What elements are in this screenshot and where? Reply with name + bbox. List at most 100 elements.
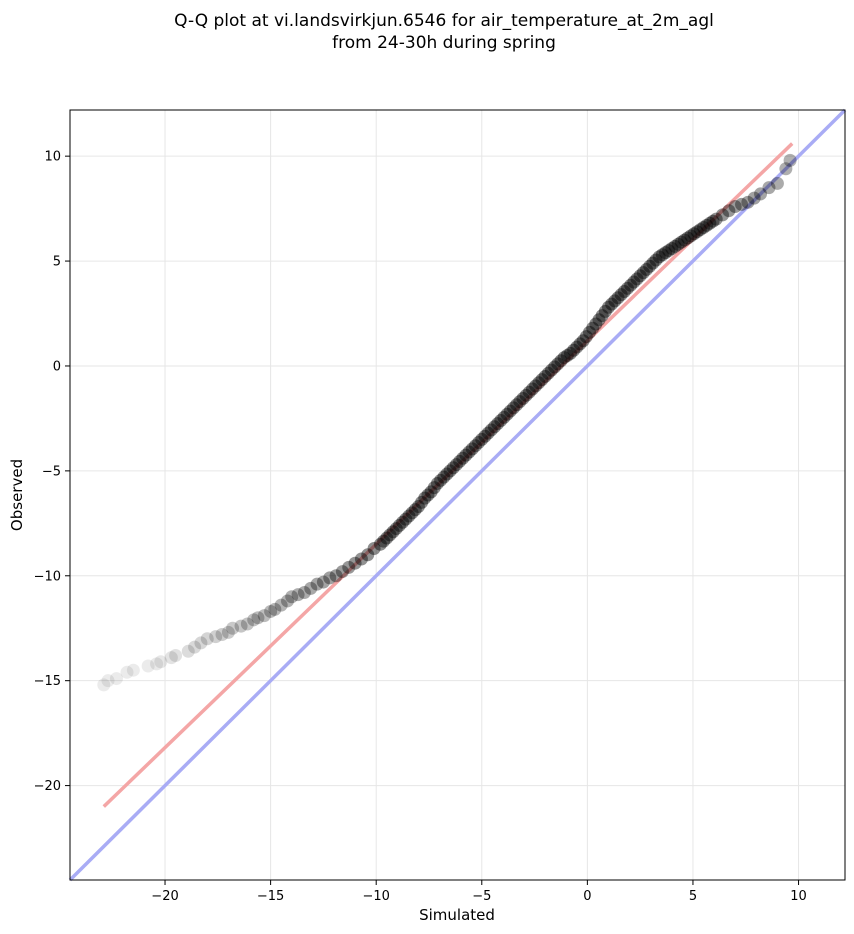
quantile-point <box>563 346 577 360</box>
quantile-point <box>215 628 229 642</box>
quantile-point <box>434 473 448 487</box>
quantile-point <box>126 663 140 677</box>
quantile-point <box>525 382 539 396</box>
quantile-point <box>770 176 784 190</box>
fit-line <box>102 142 794 808</box>
quantile-point <box>747 191 761 205</box>
chart-title-line-1: Q-Q plot at vi.landsvirkjun.6546 for air… <box>174 11 714 31</box>
quantile-point <box>548 360 562 374</box>
quantile-point <box>735 197 749 211</box>
quantile-point <box>478 429 492 443</box>
quantile-point <box>389 522 403 536</box>
quantile-point <box>728 200 742 214</box>
quantile-point <box>576 334 590 348</box>
x-axis-ticks: −20 −15 −10 −5 0 5 10 <box>151 880 807 904</box>
quantile-point <box>329 569 343 583</box>
quantile-point <box>535 373 549 387</box>
quantile-point <box>779 162 793 176</box>
x-tick-label: −15 <box>257 889 284 904</box>
quantile-point <box>268 602 282 616</box>
y-tick-label: 5 <box>53 255 61 270</box>
y-tick-label: 10 <box>44 150 61 165</box>
quantile-point <box>608 294 622 308</box>
quantile-point <box>405 506 419 520</box>
quantile-point <box>633 269 647 283</box>
quantile-point <box>430 476 444 490</box>
quantile-point <box>411 500 425 514</box>
quantile-point <box>494 414 508 428</box>
quantile-point <box>164 651 178 665</box>
y-tick-label: −10 <box>34 569 61 584</box>
y-tick-label: −5 <box>42 464 61 479</box>
quantile-point <box>408 503 422 517</box>
quantile-point <box>506 401 520 415</box>
quantile-point <box>396 515 410 529</box>
quantile-point <box>595 309 609 323</box>
quantile-point <box>234 619 248 633</box>
quantile-point <box>335 565 349 579</box>
quantile-point <box>120 665 134 679</box>
quantile-point <box>240 617 254 631</box>
plot-frame <box>69 109 846 881</box>
quantile-point <box>484 423 498 437</box>
quantile-point <box>586 321 600 335</box>
quantile-point <box>709 212 723 226</box>
quantile-point <box>687 227 701 241</box>
quantile-point <box>741 195 755 209</box>
quantile-point <box>674 235 688 249</box>
quantile-point <box>481 426 495 440</box>
quantile-point <box>516 391 530 405</box>
quantile-point <box>529 379 543 393</box>
quantile-point <box>560 348 574 362</box>
quantile-point <box>567 343 581 357</box>
quantile-point <box>678 233 692 247</box>
quantile-point <box>643 259 657 273</box>
quantile-point <box>592 313 606 327</box>
quantile-point <box>513 395 527 409</box>
quantile-point <box>154 655 168 669</box>
quantile-point <box>443 464 457 478</box>
identity-line-layer <box>68 108 847 882</box>
quantile-point <box>427 481 441 495</box>
quantile-point <box>522 385 536 399</box>
quantile-point <box>700 218 714 232</box>
chart-title-line-2: from 24-30h during spring <box>332 33 556 53</box>
quantile-point <box>601 300 615 314</box>
quantile-point <box>285 590 299 604</box>
quantile-point <box>617 284 631 298</box>
quantile-point <box>716 208 730 222</box>
quantile-point <box>491 417 505 431</box>
quantile-point <box>97 678 111 692</box>
quantile-point <box>200 632 214 646</box>
quantile-point <box>354 552 368 566</box>
quantile-point <box>722 204 736 218</box>
quantile-points <box>97 153 797 692</box>
quantile-point <box>652 250 666 264</box>
quantile-point <box>497 410 511 424</box>
quantile-point <box>551 357 565 371</box>
quantile-point <box>532 376 546 390</box>
quantile-point <box>264 604 278 618</box>
quantile-point <box>762 181 776 195</box>
quantile-point <box>459 448 473 462</box>
quantile-point <box>392 518 406 532</box>
quantile-point <box>221 625 235 639</box>
quantile-point <box>662 244 676 258</box>
quantile-point <box>665 241 679 255</box>
quantile-point <box>150 657 164 671</box>
quantile-point <box>421 488 435 502</box>
quantile-point <box>570 340 584 354</box>
quantile-point <box>109 672 123 686</box>
quantile-point <box>373 537 387 551</box>
quantile-point <box>620 281 634 295</box>
quantile-point <box>188 640 202 654</box>
x-axis-label: Simulated <box>419 906 495 924</box>
quantile-point <box>659 246 673 260</box>
quantile-point <box>181 644 195 658</box>
quantile-point <box>639 262 653 276</box>
quantile-point <box>627 275 641 289</box>
quantile-point <box>783 153 797 167</box>
quantile-point <box>348 556 362 570</box>
quantile-point <box>538 369 552 383</box>
